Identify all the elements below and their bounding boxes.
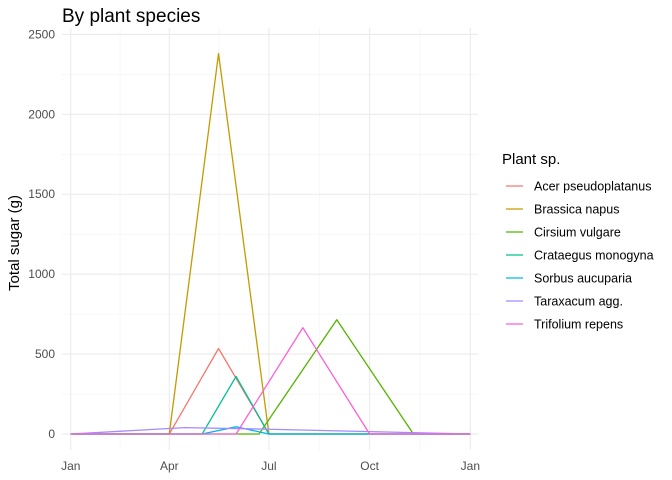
legend-title: Plant sp. [502, 151, 560, 168]
legend-item: Crataegus monogyna [506, 249, 654, 263]
series-line-crataegus-monogyna [70, 375, 471, 435]
legend-item: Sorbus aucuparia [506, 272, 632, 286]
legend-item: Acer pseudoplatanus [506, 180, 651, 194]
x-tick-label: Jan [461, 459, 480, 473]
legend-item: Cirsium vulgare [506, 226, 621, 240]
grid [62, 28, 478, 450]
series-line-trifolium-repens [70, 327, 471, 435]
y-tick-label: 2500 [28, 27, 55, 41]
series-line-cirsium-vulgare [70, 319, 471, 435]
legend-label: Sorbus aucuparia [534, 272, 632, 286]
series-line-brassica-napus [70, 52, 471, 435]
x-tick-labels: Jan Apr Jul Oct Jan [61, 459, 480, 473]
x-tick-label: Jul [261, 459, 276, 473]
series-line-acer-pseudoplatanus [70, 347, 471, 435]
series-lines [70, 52, 471, 435]
legend-label: Taraxacum agg. [534, 295, 623, 309]
y-tick-label: 1500 [28, 187, 55, 201]
series-line-taraxacum-agg [70, 426, 471, 435]
x-tick-label: Oct [360, 459, 379, 473]
legend-items: Acer pseudoplatanus Brassica napus Cirsium… [506, 180, 654, 332]
legend: Plant sp. Acer pseudoplatanus Brassica na… [502, 151, 654, 332]
legend-label: Acer pseudoplatanus [534, 180, 651, 194]
y-tick-labels: 0 500 1000 1500 2000 2500 [28, 27, 55, 441]
y-tick-label: 1000 [28, 267, 55, 281]
legend-item: Taraxacum agg. [506, 295, 623, 309]
legend-label: Brassica napus [534, 203, 619, 217]
y-axis-title: Total sugar (g) [6, 195, 23, 291]
legend-label: Trifolium repens [534, 318, 623, 332]
legend-item: Trifolium repens [506, 318, 623, 332]
x-tick-label: Apr [160, 459, 179, 473]
y-tick-label: 2000 [28, 107, 55, 121]
legend-item: Brassica napus [506, 203, 619, 217]
y-tick-label: 0 [48, 427, 55, 441]
x-tick-label: Jan [61, 459, 80, 473]
legend-label: Cirsium vulgare [534, 226, 621, 240]
legend-label: Crataegus monogyna [534, 249, 654, 263]
y-tick-label: 500 [35, 347, 55, 361]
chart-title: By plant species [62, 6, 200, 27]
